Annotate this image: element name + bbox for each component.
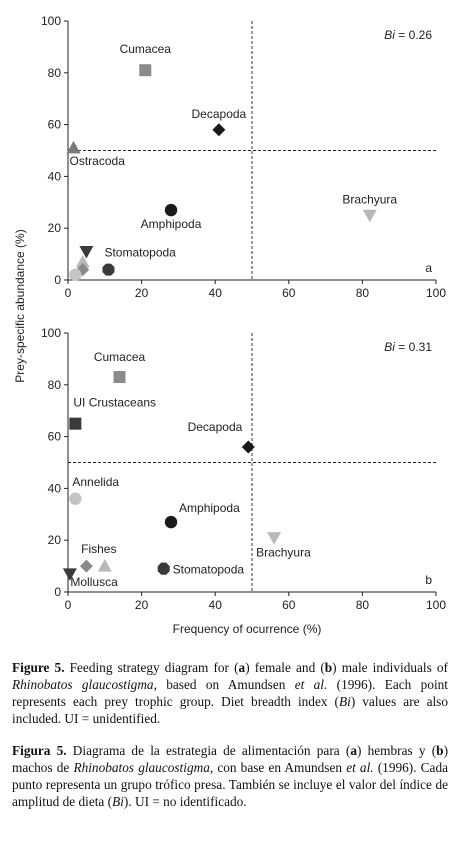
- panel-b-x-tick-label: 80: [356, 598, 370, 612]
- caption-en-etal: et al.: [294, 677, 328, 692]
- panel-b-y-tick-label: 60: [48, 430, 62, 444]
- caption-en-text-2: ) female and (: [245, 660, 325, 675]
- panel-b-y-tick-label: 100: [41, 326, 61, 340]
- panel-b-point-stomatopoda: [157, 562, 170, 575]
- figure-caption-english: Figure 5. Feeding strategy diagram for (…: [12, 659, 448, 727]
- panel-b-label-annelida: Annelida: [72, 475, 119, 489]
- panel-a-panel-letter: a: [425, 261, 432, 275]
- caption-en-figure-label: Figure 5.: [12, 660, 65, 675]
- caption-es-bi: Bi: [112, 794, 124, 809]
- panel-b-y-tick-label: 40: [48, 481, 62, 495]
- panel-a-point-unlabeled: [79, 246, 94, 259]
- panel-b-label-mollusca: Mollusca: [70, 575, 118, 589]
- panel-b-point-annelida: [69, 492, 82, 505]
- panel-a-x-tick-label: 0: [65, 286, 72, 300]
- panel-b-label-ui-crustaceans: UI Crustaceans: [73, 396, 156, 410]
- panel-b-point-decapoda: [241, 440, 255, 454]
- panel-a-y-tick-label: 80: [48, 66, 62, 80]
- panel-a-y-tick-label: 40: [48, 169, 62, 183]
- caption-es-text-3: ) machos de: [12, 743, 448, 775]
- panel-b-panel-letter: b: [425, 573, 432, 587]
- panel-b-label-amphipoda: Amphipoda: [179, 501, 240, 515]
- panel-a-x-tick-label: 80: [356, 286, 370, 300]
- caption-en-panel-b: b: [324, 660, 333, 675]
- panel-b-y-tick-label: 0: [54, 585, 61, 599]
- panel-b-label-stomatopoda: Stomatopoda: [173, 563, 245, 577]
- panel-a-y-tick-label: 60: [48, 118, 62, 132]
- panel-a-point-unlabeled: [69, 268, 82, 282]
- panel-a-label-cumacea: Cumacea: [120, 42, 172, 56]
- caption-en-species: Rhinobatos glaucostigma: [12, 677, 154, 692]
- caption-es-panel-b: b: [436, 743, 444, 758]
- panel-b-x-tick-label: 20: [135, 598, 149, 612]
- panel-a-x-tick-label: 100: [426, 286, 446, 300]
- caption-es-etal: et al.: [346, 760, 374, 775]
- caption-en-text-4: , based on Amundsen: [153, 677, 295, 692]
- panel-b-label-cumacea: Cumacea: [94, 350, 146, 364]
- panel-a-y-tick-label: 0: [54, 273, 61, 287]
- panel-a-point-unlabeled: [75, 254, 90, 268]
- caption-es-panel-a: a: [350, 743, 357, 758]
- panel-a-label-brachyura: Brachyura: [342, 192, 397, 206]
- panel-a-point-brachyura: [362, 209, 377, 223]
- panel-b-label-fishes: Fishes: [81, 542, 116, 556]
- panel-b-x-tick-label: 100: [426, 598, 446, 612]
- panel-a-point-decapoda: [212, 123, 226, 137]
- panel-a-x-tick-label: 20: [135, 286, 149, 300]
- panel-a-x-tick-label: 40: [209, 286, 223, 300]
- panel-b-point-ui-crustaceans: [69, 417, 82, 430]
- panel-a-y-tick-label: 20: [48, 221, 62, 235]
- panel-b-label-decapoda: Decapoda: [188, 420, 243, 434]
- panel-b-x-tick-label: 40: [209, 598, 223, 612]
- figure-caption-spanish: Figura 5. Diagrama de la estrategia de a…: [12, 742, 448, 810]
- panel-b-label-brachyura: Brachyura: [256, 546, 311, 560]
- panel-a-x-tick-label: 60: [282, 286, 296, 300]
- caption-en-panel-a: a: [238, 660, 246, 675]
- panel-b-point-fishes: [97, 559, 112, 572]
- x-axis-title: Frequency of ocurrence (%): [173, 622, 322, 636]
- panel-b-y-tick-label: 80: [48, 378, 62, 392]
- caption-es-text-1: Diagrama de la estrategia de alimentació…: [66, 743, 351, 758]
- panel-a-label-stomatopoda: Stomatopoda: [104, 246, 176, 260]
- panel-a-label-decapoda: Decapoda: [192, 107, 247, 121]
- panel-a-point-stomatopoda: [102, 263, 115, 276]
- panel-a-point-amphipoda: [164, 203, 178, 217]
- panel-b-point-brachyura: [267, 532, 282, 545]
- panel-b-x-tick-label: 60: [282, 598, 296, 612]
- panel-b-point-mollusca: [79, 559, 93, 573]
- caption-en-bi: Bi: [338, 694, 351, 709]
- caption-en-text-3: ) male individuals of: [332, 660, 448, 675]
- panel-a-label-ostracoda: Ostracoda: [70, 154, 126, 168]
- caption-es-text-5: (1996). Cada punto representa un grupo t…: [12, 760, 449, 809]
- y-axis-title: Prey-specific abundance (%): [13, 229, 27, 382]
- caption-es-text-6: ). UI = no identificado.: [123, 794, 247, 809]
- chart-canvas: 0 20 40 60 80 100 0 20 40 60 80 100 Bi = 0.26 a Cumace…: [13, 14, 446, 636]
- caption-es-species: Rhinobatos glaucostigma: [73, 760, 210, 775]
- panel-a-point-ostracoda: [66, 140, 81, 154]
- panel-a-y-tick-label: 100: [41, 14, 61, 28]
- panel-b-point-amphipoda: [164, 515, 178, 529]
- panel-b-diet-breadth-label: Bi = 0.31: [384, 340, 432, 354]
- panel-b-y-tick-label: 20: [48, 533, 62, 547]
- caption-es-text-2: ) hembras y (: [356, 743, 437, 758]
- caption-es-figure-label: Figura 5.: [12, 743, 67, 758]
- caption-en-text-5: (1996). Each point represents each prey …: [12, 677, 449, 709]
- caption-es-text-4: , con base en Amundsen: [209, 760, 347, 775]
- panel-a-label-amphipoda: Amphipoda: [141, 217, 202, 231]
- panel-b-point-cumacea: [113, 371, 126, 384]
- panel-a-diet-breadth-label: Bi = 0.26: [384, 28, 432, 42]
- caption-en-text-1: Feeding strategy diagram for (: [64, 660, 239, 675]
- feeding-strategy-figure: 0 20 40 60 80 100 0 20 40 60 80 100 Bi = 0.26 a Cumace…: [13, 14, 446, 636]
- panel-a-point-cumacea: [139, 64, 152, 77]
- panel-b-point-unlabeled: [62, 568, 77, 581]
- panel-b-x-tick-label: 0: [65, 598, 72, 612]
- caption-en-text-6: ) values are also included. UI = unident…: [12, 694, 448, 726]
